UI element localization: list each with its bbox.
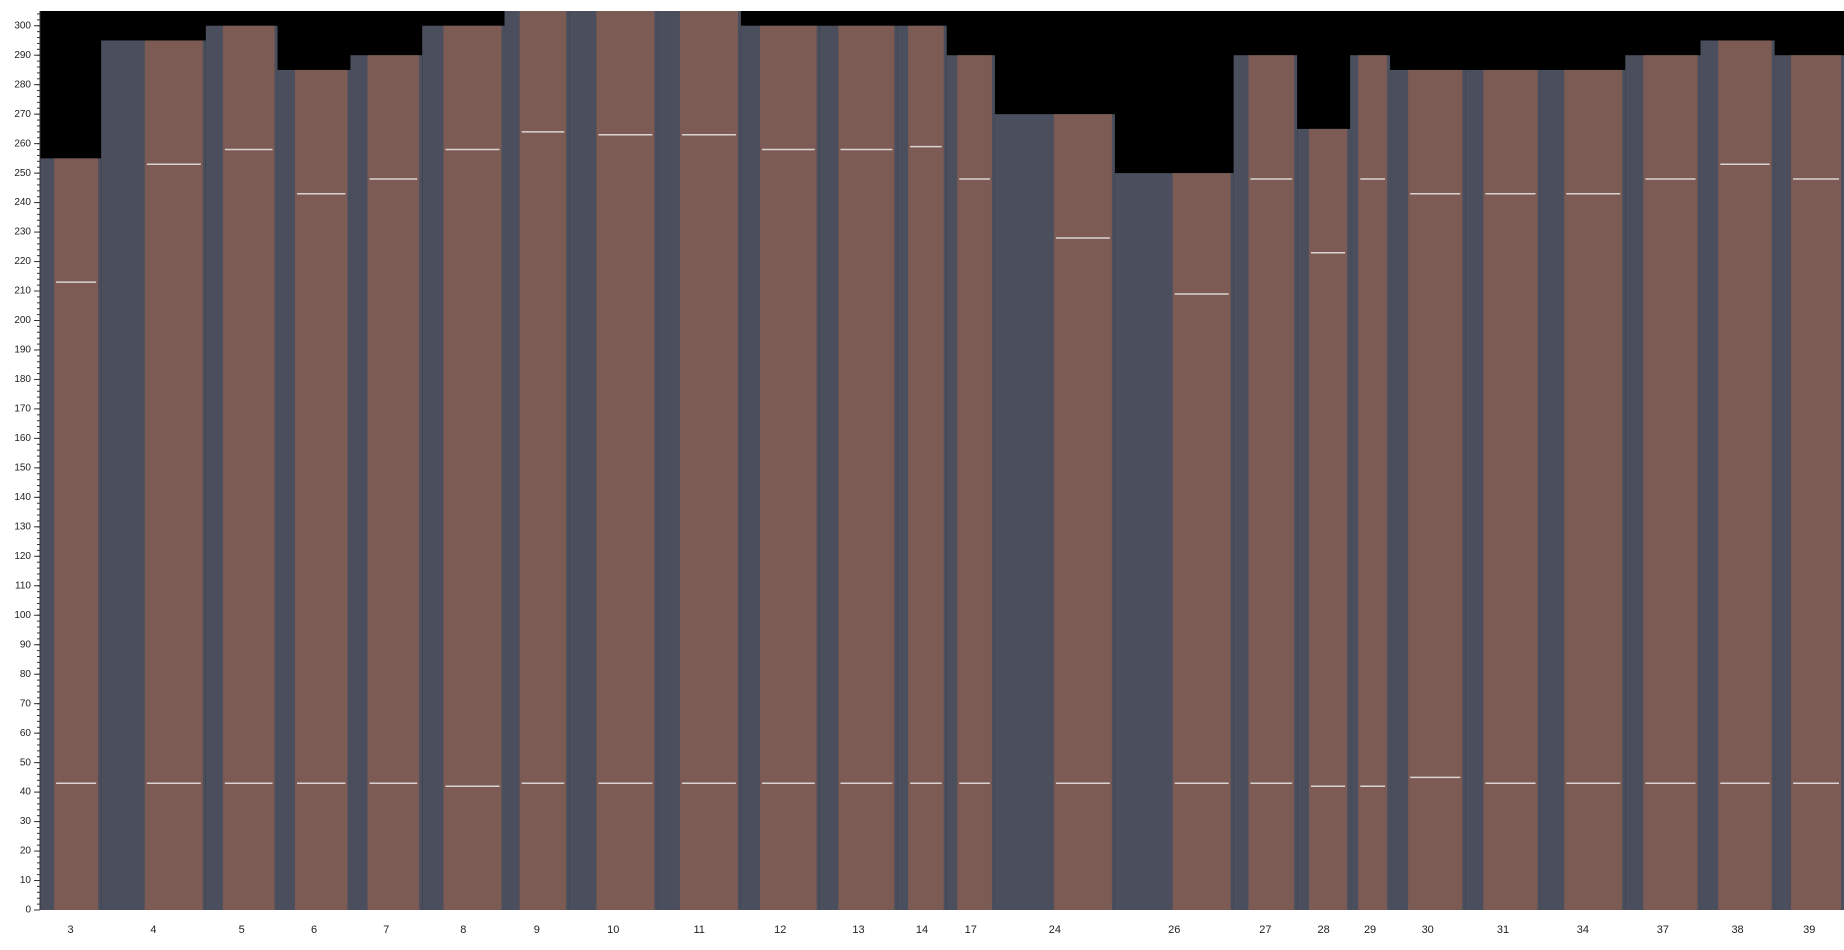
veneer-board [1643,55,1698,910]
board-label: 12 [774,924,786,936]
board-label: 10 [607,924,619,936]
y-tick-label: 30 [20,816,32,827]
veneer-board [1358,55,1388,910]
veneer-board [1053,114,1112,910]
veneer-board [957,55,992,910]
board-label: 5 [239,924,245,936]
board-label: 7 [383,924,389,936]
veneer-board [679,11,738,910]
y-tick-label: 210 [14,286,31,297]
y-tick-label: 150 [14,463,31,474]
board-label: 17 [965,924,977,936]
y-tick-label: 180 [14,374,31,385]
veneer-board [1248,55,1295,910]
board-label: 9 [534,924,540,936]
y-tick-label: 230 [14,227,31,238]
board-label: 6 [311,924,317,936]
board-label: 14 [916,924,928,936]
y-tick-label: 290 [14,50,31,61]
board-label: 11 [693,924,704,936]
y-tick-label: 10 [20,875,32,886]
y-tick-label: 190 [14,345,31,356]
y-tick-label: 130 [14,521,31,532]
y-tick-label: 160 [14,433,31,444]
y-tick-label: 120 [14,551,31,562]
board-label: 8 [460,924,466,936]
y-tick-label: 80 [20,669,32,680]
board-label: 37 [1657,924,1669,936]
y-tick-label: 70 [20,698,32,709]
veneer-board [1308,128,1348,911]
y-tick-label: 60 [20,728,32,739]
board-label: 13 [852,924,864,936]
board-label: 4 [150,924,156,936]
veneer-board [759,25,817,910]
veneer-board [1483,69,1538,911]
veneer-board [144,40,203,911]
y-tick-label: 20 [20,846,32,857]
y-tick-label: 240 [14,197,31,208]
y-tick-label: 280 [14,79,31,90]
y-tick-label: 0 [25,905,31,916]
veneer-board [1791,55,1841,910]
y-tick-label: 220 [14,256,31,267]
veneer-board [443,25,502,910]
veneer-board [1718,40,1772,911]
y-tick-label: 140 [14,492,31,503]
y-tick-label: 200 [14,315,31,326]
board-label: 38 [1731,924,1743,936]
board-label: 26 [1168,924,1180,936]
board-label: 34 [1577,924,1589,936]
veneer-board [367,55,420,910]
board-label: 3 [68,924,74,936]
y-tick-label: 270 [14,109,31,120]
veneer-board [222,25,275,910]
y-tick-label: 300 [14,20,31,31]
board-label: 30 [1422,924,1434,936]
board-label: 31 [1497,924,1509,936]
veneer-board [1408,69,1463,911]
y-tick-label: 100 [14,610,31,621]
y-tick-label: 250 [14,168,31,179]
board-label: 27 [1259,924,1271,936]
veneer-board [908,25,944,910]
y-tick-label: 110 [15,580,31,591]
board-label: 29 [1364,924,1376,936]
y-tick-label: 170 [14,404,31,415]
y-tick-label: 40 [20,787,32,798]
board-label: 28 [1317,924,1329,936]
veneer-board [519,11,567,910]
veneer-board [294,69,348,911]
veneer-board [54,158,99,910]
veneer-board [596,11,655,910]
veneer-board [1564,69,1623,911]
y-tick-label: 260 [14,138,31,149]
board-label: 39 [1803,924,1815,936]
y-tick-label: 50 [20,757,32,768]
board-label: 24 [1049,924,1061,936]
veneer-board [1172,173,1231,911]
veneer-board [838,25,895,910]
y-tick-label: 90 [20,639,32,650]
